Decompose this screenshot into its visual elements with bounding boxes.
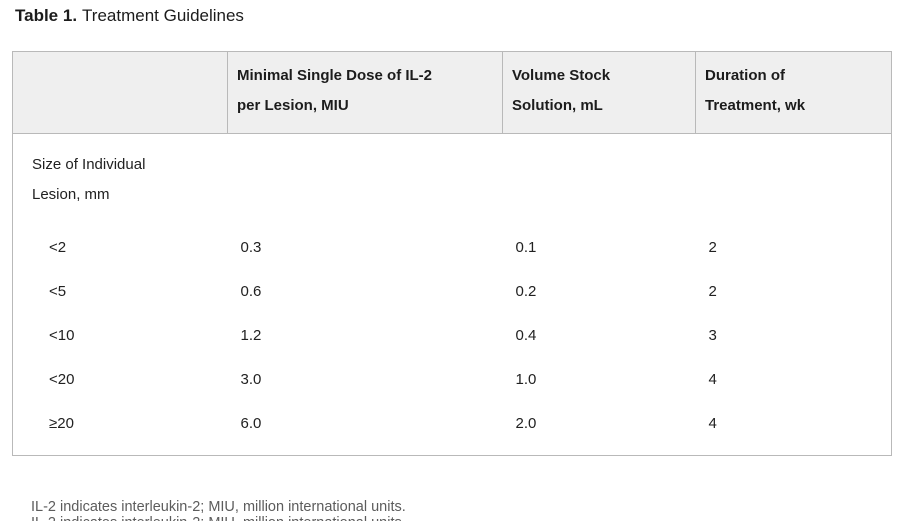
col-header-empty <box>12 51 228 134</box>
table-row: <2 0.3 0.1 2 <box>13 226 892 270</box>
col-header-volume-stock: Volume Stock Solution, mL <box>502 51 696 134</box>
duration-cell: 4 <box>708 415 717 432</box>
lesion-size-cell: <10 <box>49 327 75 344</box>
table-footnote: IL-2 indicates interleukin-2; MIU, milli… <box>31 499 406 515</box>
table-title-text: Treatment Guidelines <box>82 6 244 25</box>
header-row: Minimal Single Dose of IL-2 per Lesion, … <box>12 51 892 134</box>
dose-cell: 1.2 <box>240 327 262 344</box>
duration-cell: 2 <box>708 239 717 256</box>
table-bottom-spacer <box>13 446 892 455</box>
dose-cell: 0.3 <box>240 239 262 256</box>
duration-cell: 2 <box>708 283 717 300</box>
dose-cell: 3.0 <box>240 371 262 388</box>
row-group-label: Size of Individual Lesion, mm <box>13 134 892 227</box>
table-row: <10 1.2 0.4 3 <box>13 314 892 358</box>
lesion-size-cell: <5 <box>49 283 67 300</box>
dose-cell: 0.6 <box>240 283 262 300</box>
lesion-size-cell: ≥20 <box>49 415 74 432</box>
lesion-size-cell: <2 <box>49 239 67 256</box>
col-header-line: Treatment, wk <box>705 97 806 114</box>
treatment-guidelines-table: Minimal Single Dose of IL-2 per Lesion, … <box>12 51 892 456</box>
col-header-minimal-single-dose: Minimal Single Dose of IL-2 per Lesion, … <box>227 51 503 134</box>
row-group-line: Lesion, mm <box>32 186 110 203</box>
table-body: Size of Individual Lesion, mm <2 0.3 0.1… <box>13 134 892 456</box>
col-header-line: Volume Stock <box>512 67 611 84</box>
table-title: Table 1. Treatment Guidelines <box>15 4 244 28</box>
dose-cell: 6.0 <box>240 415 262 432</box>
volume-cell: 0.2 <box>515 283 537 300</box>
table-row: ≥20 6.0 2.0 4 <box>13 402 892 446</box>
col-header-line: Minimal Single Dose of IL-2 <box>237 67 433 84</box>
volume-cell: 2.0 <box>515 415 537 432</box>
volume-cell: 0.4 <box>515 327 537 344</box>
row-group-line: Size of Individual <box>32 156 146 173</box>
col-header-line: Duration of <box>705 67 785 84</box>
col-header-line: per Lesion, MIU <box>237 97 349 114</box>
row-group-header: Size of Individual Lesion, mm <box>13 134 892 227</box>
table-row: <20 3.0 1.0 4 <box>13 358 892 402</box>
table-header: Minimal Single Dose of IL-2 per Lesion, … <box>12 51 892 134</box>
duration-cell: 4 <box>708 371 717 388</box>
lesion-size-cell: <20 <box>49 371 75 388</box>
volume-cell: 0.1 <box>515 239 537 256</box>
table-number: Table 1. <box>15 6 78 25</box>
duration-cell: 3 <box>708 327 717 344</box>
volume-cell: 1.0 <box>515 371 537 388</box>
col-header-duration: Duration of Treatment, wk <box>695 51 892 134</box>
col-header-line: Solution, mL <box>512 97 603 114</box>
table-row: <5 0.6 0.2 2 <box>13 270 892 314</box>
table-footnote-clipped: IL-2 indicates interleukin-2; MIU, milli… <box>31 514 406 521</box>
